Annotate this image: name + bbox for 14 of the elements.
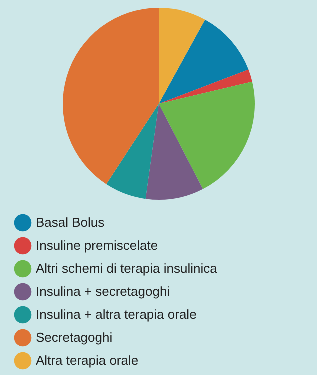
pie-slice xyxy=(63,8,159,184)
pie-slice xyxy=(159,20,249,104)
legend-label: Insuline premiscelate xyxy=(36,238,158,253)
pie-slice xyxy=(159,8,206,104)
legend-label: Insulina + secretagoghi xyxy=(36,284,170,299)
pie-slice xyxy=(106,104,159,200)
pie-slice xyxy=(159,82,255,190)
pie-slice xyxy=(159,70,252,104)
pie-slice xyxy=(146,104,204,200)
legend-label: Altri schemi di terapia insulinica xyxy=(36,261,218,276)
legend-label: Basal Bolus xyxy=(36,215,106,230)
legend-label: Insulina + altra terapia orale xyxy=(36,307,197,322)
legend-label: Secretagoghi xyxy=(36,330,113,345)
legend-label: Altra terapia orale xyxy=(36,353,139,368)
